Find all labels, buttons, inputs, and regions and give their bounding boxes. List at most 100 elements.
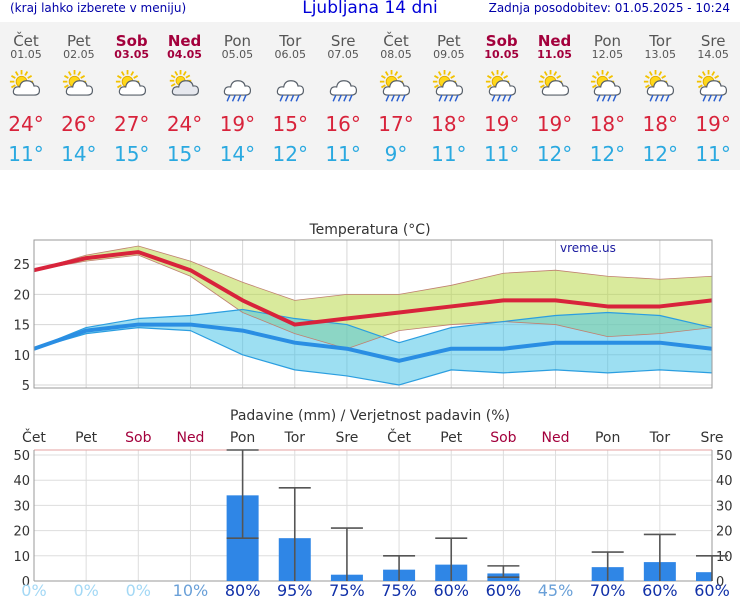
temp-max: 19° <box>219 112 256 136</box>
partly-sunny-icon <box>61 70 97 104</box>
day-name: Sob <box>485 32 518 50</box>
y-tick-label-left: 0 <box>22 575 30 590</box>
precipitation-probability-label: 80% <box>225 581 261 600</box>
temp-max: 24° <box>166 112 203 136</box>
temp-max: 26° <box>61 112 97 136</box>
day-axis-label: Ned <box>176 430 204 446</box>
day-name: Pet <box>437 32 461 50</box>
y-tick-label-left: 50 <box>13 449 30 464</box>
y-tick-label: 20 <box>13 288 30 303</box>
temp-min: 14° <box>61 142 97 166</box>
precipitation-probability-label: 95% <box>277 581 313 600</box>
day-date: 11.05 <box>537 48 572 61</box>
temp-max: 19° <box>695 112 731 136</box>
sun-rain-icon <box>484 70 520 104</box>
partly-sunny-icon <box>537 70 573 104</box>
y-tick-label: 10 <box>13 349 30 364</box>
y-tick-label: 15 <box>13 319 30 334</box>
max-upper-line <box>33 245 713 301</box>
max-lower-line <box>33 254 713 350</box>
day-axis-label: Čet <box>22 428 46 446</box>
y-tick-label-right: 40 <box>716 474 733 489</box>
temp-max: 19° <box>536 112 573 136</box>
precipitation-probability-label: 75% <box>381 581 417 600</box>
precipitation-probability-label: 10% <box>173 581 209 600</box>
day-name: Čet <box>383 32 409 50</box>
day-name: Čet <box>13 32 39 50</box>
temp-max: 19° <box>483 112 520 136</box>
precipitation-probability-label: 60% <box>694 581 730 600</box>
day-axis-label: Pon <box>595 430 620 446</box>
temp-min: 12° <box>589 142 626 166</box>
day-name: Tor <box>279 32 302 50</box>
forecast-calendar: Čet 01.05 24° 11° Pet 02.05 26° 14° Sob 03.05 27° 1… <box>0 22 740 170</box>
chart-watermark: vreme.us <box>560 241 616 255</box>
day-axis-label: Pet <box>75 430 98 446</box>
y-tick-label: 25 <box>13 258 30 273</box>
day-date: 06.05 <box>274 48 307 61</box>
sun-rain-icon <box>695 70 731 104</box>
temp-max: 18° <box>431 112 467 136</box>
day-date: 03.05 <box>114 48 150 61</box>
day-name: Pon <box>223 32 252 50</box>
day-name: Sob <box>115 32 148 50</box>
page-title[interactable]: Ljubljana 14 dni <box>302 0 438 18</box>
day-axis-label: Sob <box>125 430 151 446</box>
y-tick-label-right: 20 <box>716 525 733 540</box>
day-date: 10.05 <box>484 48 520 61</box>
precipitation-bar <box>696 572 712 581</box>
day-axis-label: Pet <box>440 430 463 446</box>
temp-min: 9° <box>384 142 408 166</box>
precipitation-probability-label: 0% <box>126 581 151 600</box>
sun-rain-icon <box>378 70 414 104</box>
temp-min: 11° <box>431 142 467 166</box>
precipitation-probability-label: 75% <box>329 581 365 600</box>
day-axis-label: Sob <box>490 430 516 446</box>
temp-max: 18° <box>642 112 678 136</box>
cloudy-sun-icon <box>167 70 203 104</box>
min-temp-line <box>33 322 713 363</box>
precipitation-probability-label: 70% <box>590 581 626 600</box>
day-axis-label: Tor <box>649 430 671 446</box>
location-note: (kraj lahko izberete v meniju) <box>10 1 187 15</box>
y-tick-label-left: 40 <box>13 474 30 489</box>
min-lower-line <box>33 326 713 386</box>
day-name: Sre <box>700 32 726 50</box>
day-axis-label: Tor <box>284 430 306 446</box>
y-tick-label-left: 20 <box>13 525 30 540</box>
y-tick-label-right: 50 <box>716 449 733 464</box>
temp-min: 12° <box>536 142 573 166</box>
day-axis-label: Pon <box>230 430 255 446</box>
y-tick-label-right: 10 <box>716 550 733 565</box>
rain-icon <box>219 70 255 104</box>
day-date: 09.05 <box>433 48 465 61</box>
day-axis-label: Sre <box>701 430 724 446</box>
min-upper-line <box>33 308 713 350</box>
day-date: 02.05 <box>63 48 95 61</box>
day-date: 01.05 <box>10 48 42 61</box>
day-axis-label: Sre <box>335 430 358 446</box>
sun-rain-icon <box>642 70 678 104</box>
temp-min: 14° <box>219 142 256 166</box>
day-name: Pet <box>67 32 91 50</box>
day-name: Ned <box>537 32 572 50</box>
precipitation-probability-label: 60% <box>433 581 469 600</box>
temp-min: 15° <box>113 142 150 166</box>
max-temp-line <box>33 250 713 327</box>
min-temp-range-band <box>34 309 712 385</box>
y-tick-label-left: 30 <box>13 499 30 514</box>
temp-max: 24° <box>8 112 44 136</box>
temp-min: 11° <box>695 142 731 166</box>
temp-max: 16° <box>325 112 361 136</box>
partly-sunny-icon <box>8 70 44 104</box>
temperature-chart-title: Temperatura (°C) <box>308 222 430 238</box>
temp-min: 11° <box>483 142 520 166</box>
temp-min: 12° <box>642 142 678 166</box>
day-date: 05.05 <box>221 48 254 61</box>
precipitation-probability-label: 60% <box>486 581 522 600</box>
day-axis-label: Čet <box>387 428 411 446</box>
sun-rain-icon <box>589 70 625 104</box>
day-name: Sre <box>330 32 356 50</box>
day-date: 08.05 <box>380 48 412 61</box>
day-date: 13.05 <box>644 48 677 61</box>
